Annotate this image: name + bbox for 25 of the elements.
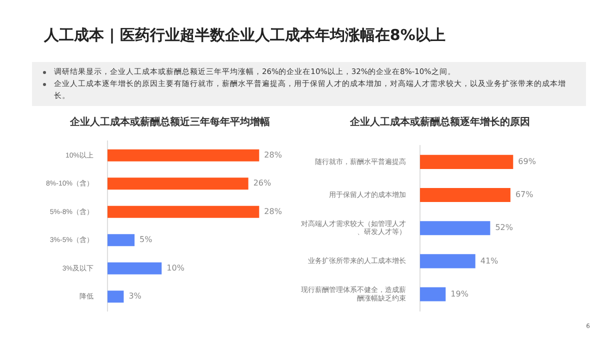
- data-label: 28%: [264, 150, 282, 160]
- data-label: 67%: [515, 190, 534, 200]
- bar: [420, 188, 510, 202]
- data-label: 52%: [495, 223, 514, 232]
- bar: [420, 254, 476, 268]
- data-label: 19%: [450, 289, 469, 298]
- data-label: 41%: [480, 256, 499, 266]
- text: 人工成本 | 医药行业超半数企业人工成本年均涨幅在8%以上: [44, 26, 446, 45]
- bar: [420, 154, 514, 169]
- bar: [107, 178, 248, 190]
- data-label: 3%: [128, 292, 142, 301]
- data-label: 10%: [166, 263, 185, 272]
- data-label: 5%: [140, 235, 153, 244]
- data-label: 69%: [518, 157, 536, 166]
- bar: [420, 221, 490, 236]
- data-label: 28%: [264, 206, 282, 216]
- bar: [107, 234, 135, 246]
- chart-title: 企业人工成本或薪酬总额近三年每年平均增幅: [69, 115, 271, 130]
- chart-title: 企业人工成本或薪酬总额逐年增长的原因: [349, 115, 531, 130]
- data-label: 26%: [253, 178, 272, 188]
- bar: [420, 287, 446, 302]
- bar: [107, 206, 260, 218]
- bar: [107, 149, 260, 162]
- bar: [107, 262, 162, 274]
- bar: [107, 290, 124, 303]
